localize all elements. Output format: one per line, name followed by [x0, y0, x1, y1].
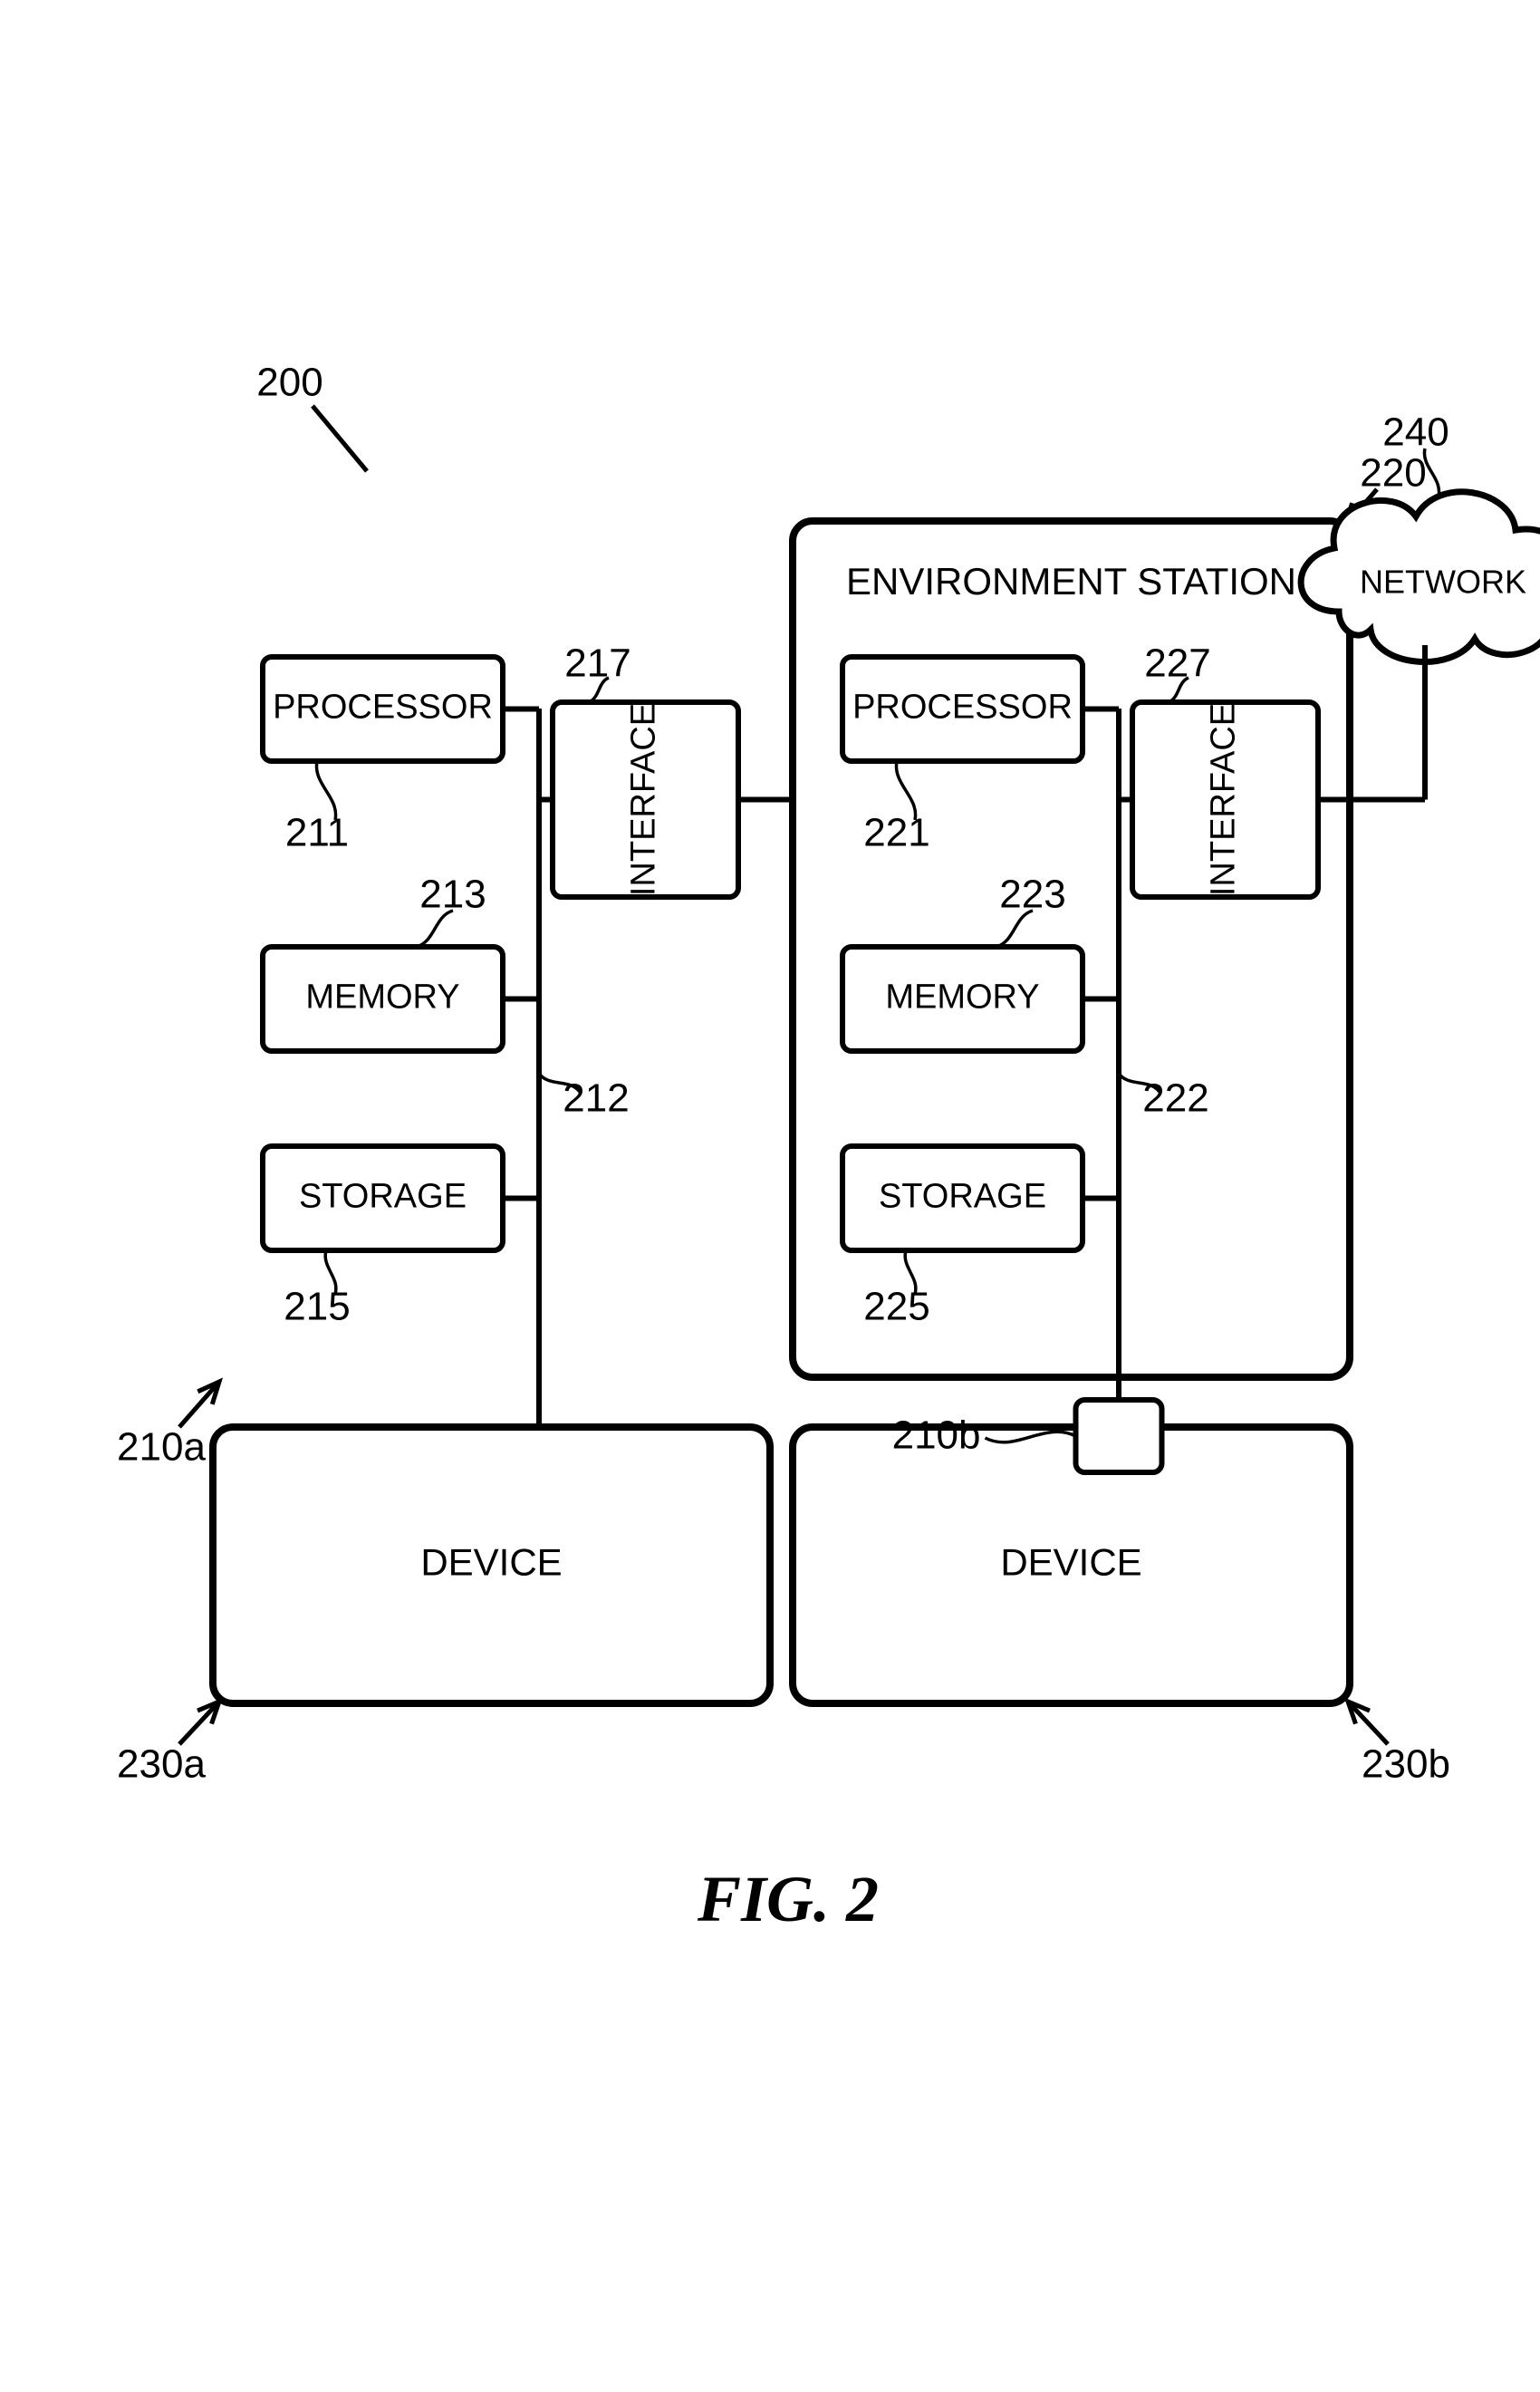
station-processor-label: PROCESSOR [852, 689, 1073, 727]
ref-225: 225 [863, 1285, 929, 1329]
environment-station-title: ENVIRONMENT STATION [846, 560, 1296, 603]
ref-211: 211 [285, 811, 349, 855]
ref-223: 223 [999, 873, 1065, 917]
ref-210b: 210b [892, 1413, 981, 1458]
small-relay-box [1076, 1400, 1162, 1472]
relay-interface-label: INTERFACE [625, 703, 663, 896]
figure-caption: FIG. 2 [697, 1863, 879, 1935]
ref-221: 221 [863, 811, 929, 855]
ref-220: 220 [1360, 451, 1426, 496]
device-b-label: DEVICE [1000, 1541, 1141, 1584]
ref-210a: 210a [117, 1425, 206, 1470]
figure-ref-200: 200 [256, 361, 322, 405]
ref-222: 222 [1142, 1076, 1208, 1121]
relay-memory-label: MEMORY [305, 979, 459, 1017]
ref-215: 215 [284, 1285, 350, 1329]
ref-227: 227 [1144, 641, 1210, 686]
relay-processor-label: PROCESSOR [273, 689, 493, 727]
ref-240: 240 [1382, 410, 1449, 455]
device-a-label: DEVICE [420, 1541, 562, 1584]
ref-217: 217 [564, 641, 630, 686]
ref-212: 212 [563, 1076, 629, 1121]
station-memory-label: MEMORY [885, 979, 1039, 1017]
relay-storage-label: STORAGE [299, 1178, 467, 1216]
leader-240 [1424, 448, 1439, 497]
ref-230b: 230b [1362, 1742, 1450, 1787]
ref-213: 213 [419, 873, 486, 917]
arrow-200-shaft [313, 406, 367, 471]
network-label: NETWORK [1360, 564, 1526, 601]
ref-230a: 230a [117, 1742, 206, 1787]
station-storage-label: STORAGE [879, 1178, 1046, 1216]
station-interface-label: INTERFACE [1205, 703, 1243, 896]
